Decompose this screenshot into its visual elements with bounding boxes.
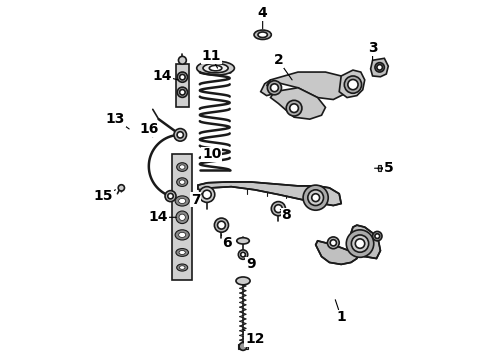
Circle shape [327,237,339,249]
Circle shape [202,190,211,199]
Circle shape [375,63,384,72]
Circle shape [355,239,365,248]
Circle shape [241,252,245,257]
Ellipse shape [237,238,249,244]
Text: 4: 4 [258,6,268,29]
Ellipse shape [176,248,189,256]
Circle shape [344,76,362,93]
Text: 16: 16 [139,122,158,137]
Ellipse shape [258,32,268,37]
Ellipse shape [179,251,185,255]
Circle shape [174,129,187,141]
Circle shape [346,230,374,257]
FancyBboxPatch shape [172,154,192,280]
Ellipse shape [179,266,185,269]
Circle shape [118,185,124,191]
Circle shape [199,187,215,202]
Circle shape [165,191,176,202]
Polygon shape [267,72,349,99]
Text: 12: 12 [243,329,265,346]
Polygon shape [238,344,248,349]
Circle shape [239,342,247,350]
Text: 3: 3 [368,41,377,60]
Ellipse shape [180,90,185,95]
Text: 14: 14 [149,210,176,224]
Circle shape [312,194,319,202]
Text: 5: 5 [374,161,393,175]
Polygon shape [316,225,380,264]
Circle shape [375,234,380,238]
Ellipse shape [196,61,234,75]
Circle shape [218,221,225,229]
Ellipse shape [209,66,222,71]
Text: 1: 1 [335,300,346,324]
Ellipse shape [203,63,228,73]
Text: 7: 7 [191,193,202,207]
Text: 14: 14 [153,69,178,83]
Circle shape [274,205,282,213]
Ellipse shape [179,165,185,169]
Polygon shape [198,182,341,206]
Circle shape [303,185,328,210]
Circle shape [168,193,173,199]
Circle shape [178,57,186,64]
Circle shape [290,104,298,112]
Circle shape [215,218,228,232]
Circle shape [348,80,358,90]
Text: 10: 10 [202,148,221,162]
Circle shape [377,64,382,70]
Ellipse shape [179,232,186,238]
Circle shape [268,81,282,95]
Ellipse shape [179,180,185,184]
Ellipse shape [177,163,188,171]
FancyBboxPatch shape [175,64,189,107]
Text: 13: 13 [106,112,129,129]
Text: 8: 8 [280,208,291,222]
Text: 11: 11 [202,49,221,68]
Circle shape [238,250,248,259]
Text: 9: 9 [245,257,256,271]
Ellipse shape [236,277,250,285]
Text: 2: 2 [273,53,292,80]
Ellipse shape [179,214,185,220]
Ellipse shape [179,198,186,203]
Ellipse shape [176,211,189,224]
Polygon shape [270,88,325,119]
Circle shape [177,132,183,138]
Circle shape [270,84,278,92]
Ellipse shape [175,196,189,206]
Circle shape [286,100,302,116]
Ellipse shape [177,87,188,97]
Ellipse shape [177,178,188,186]
Polygon shape [378,165,381,171]
Circle shape [308,190,323,206]
Text: 15: 15 [94,189,116,203]
Circle shape [351,235,368,252]
Ellipse shape [180,75,185,80]
Ellipse shape [177,264,188,271]
Polygon shape [339,70,365,98]
Circle shape [271,202,286,216]
Polygon shape [261,80,278,96]
Ellipse shape [175,230,189,240]
Ellipse shape [177,72,188,82]
Polygon shape [370,58,388,77]
Ellipse shape [254,30,271,40]
Text: 6: 6 [221,235,232,250]
Circle shape [372,231,382,241]
Circle shape [330,240,337,246]
